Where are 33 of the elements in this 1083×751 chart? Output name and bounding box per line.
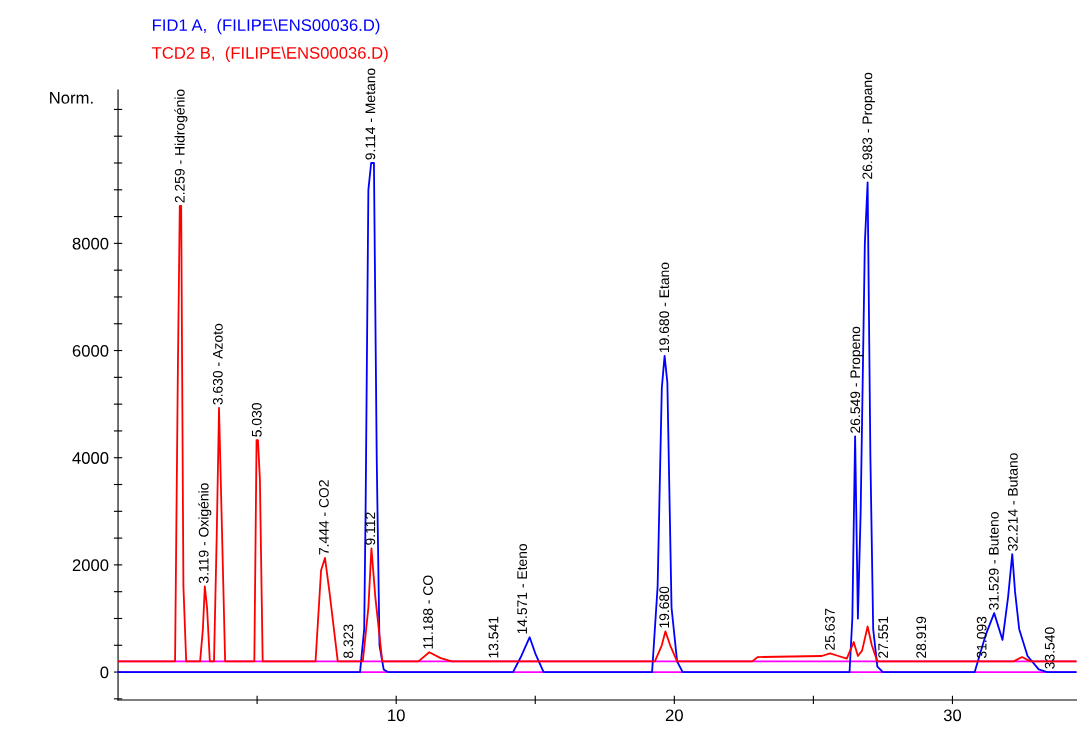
annotation: 13.541 bbox=[488, 616, 499, 658]
annotation: 32.214 - Butano bbox=[1007, 453, 1018, 551]
x-tick-label: 30 bbox=[943, 709, 962, 722]
annotation: 19.680 - Etano bbox=[659, 262, 670, 353]
text: TCD2 B, (FILIPE\ENS00036.D) bbox=[151, 46, 388, 63]
y-tick-label: 0 bbox=[100, 666, 109, 679]
annotation: 9.114 - Metano bbox=[365, 68, 376, 160]
y-tick-label: 6000 bbox=[72, 344, 109, 357]
annotation: 3.119 - Oxigénio bbox=[198, 483, 212, 584]
x-tick-label: 20 bbox=[665, 709, 683, 722]
annotation: 3.630 - Azoto bbox=[212, 323, 223, 405]
annotation: 31.529 - Buteno bbox=[988, 512, 999, 610]
annotation: 27.551 bbox=[878, 616, 889, 658]
annotation: 8.323 bbox=[343, 624, 354, 658]
annotation: 5.030 bbox=[251, 403, 262, 437]
annotation: 26.549 - Propeno bbox=[850, 326, 863, 433]
x-tick-label: 10 bbox=[388, 709, 405, 722]
annotation: 9.112 bbox=[365, 512, 376, 545]
annotation: 11.188 - CO bbox=[423, 575, 433, 649]
y-tick-label: 4000 bbox=[72, 452, 109, 464]
annotation: 25.637 bbox=[825, 608, 835, 650]
annotation: 28.919 bbox=[916, 616, 927, 658]
text: FID1 A, (FILIPE\ENS00036.D) bbox=[152, 18, 380, 35]
annotation: 7.444 - CO2 bbox=[318, 480, 329, 555]
y-tick-label: 8000 bbox=[72, 237, 109, 250]
y-axis-title: Norm. bbox=[50, 92, 93, 104]
annotation: 31.093 bbox=[976, 616, 987, 659]
annotation: 14.571 - Eteno bbox=[517, 543, 528, 634]
annotation: 33.540 bbox=[1044, 627, 1055, 669]
annotation: 2.259 - Hidrogénio bbox=[174, 89, 188, 203]
y-tick-label: 2000 bbox=[72, 559, 109, 572]
annotation: 19.680 bbox=[659, 586, 670, 628]
annotation: 26.983 - Propano bbox=[862, 72, 876, 179]
